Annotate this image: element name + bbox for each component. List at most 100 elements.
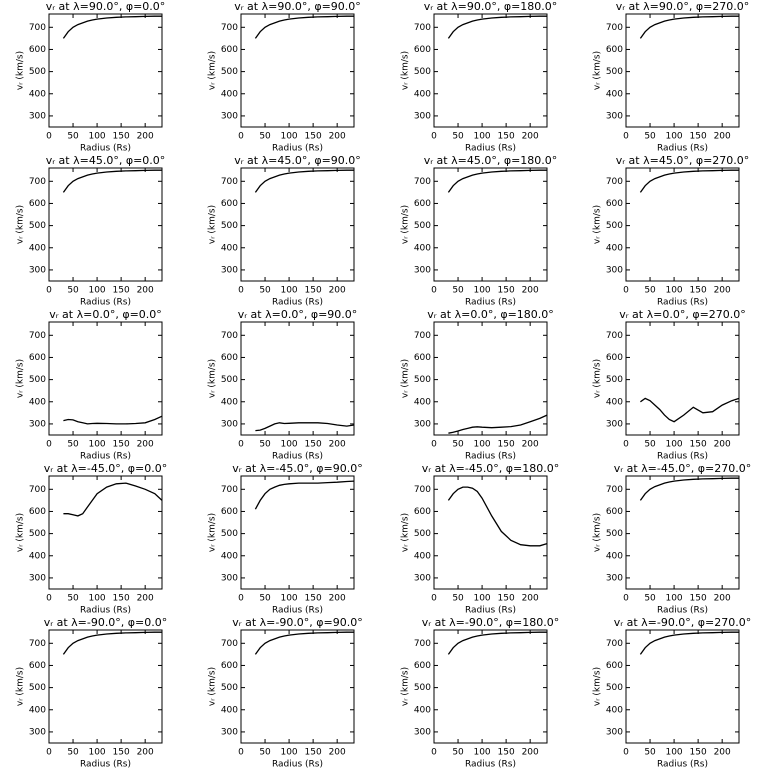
x-tick-label: 200 <box>522 748 539 758</box>
y-axis-label: vᵣ (km/s) <box>208 205 218 244</box>
data-line <box>62 169 162 193</box>
plot-frame <box>240 321 355 436</box>
x-axis-label: Radius (Rs) <box>657 606 708 616</box>
y-tick-label: 300 <box>606 265 623 275</box>
x-tick-label: 150 <box>305 748 322 758</box>
plot-frame <box>625 321 740 436</box>
y-tick-label: 600 <box>29 45 46 55</box>
chart-title: vᵣ at λ=45.0°, φ=90.0° <box>234 154 361 167</box>
x-tick-label: 200 <box>714 748 731 758</box>
x-tick-label: 50 <box>259 440 271 450</box>
x-tick-label: 0 <box>238 440 244 450</box>
x-tick-label: 200 <box>137 748 154 758</box>
y-tick-label: 600 <box>606 353 623 363</box>
y-tick-label: 300 <box>221 727 238 737</box>
y-tick-label: 500 <box>29 683 46 693</box>
y-tick-label: 500 <box>221 375 238 385</box>
plot-frame <box>625 475 740 590</box>
y-tick-label: 700 <box>29 23 46 33</box>
chart-title: vᵣ at λ=0.0°, φ=0.0° <box>49 308 162 321</box>
x-tick-label: 200 <box>522 286 539 296</box>
y-tick-label: 700 <box>606 331 623 341</box>
y-tick-label: 500 <box>606 67 623 77</box>
x-tick-label: 50 <box>644 594 656 604</box>
x-tick-label: 150 <box>305 132 322 142</box>
plot-frame <box>433 13 548 128</box>
data-line <box>640 397 740 423</box>
plot-frame <box>625 629 740 744</box>
y-tick-label: 600 <box>29 507 46 517</box>
x-tick-label: 0 <box>431 286 437 296</box>
plot-frame <box>48 167 163 282</box>
y-tick-label: 700 <box>29 639 46 649</box>
x-tick-label: 200 <box>329 132 346 142</box>
y-axis-label: vᵣ (km/s) <box>593 513 603 552</box>
x-axis-label: Radius (Rs) <box>80 452 131 462</box>
y-tick-label: 600 <box>414 507 431 517</box>
x-tick-label: 0 <box>238 132 244 142</box>
x-tick-label: 50 <box>452 286 464 296</box>
y-tick-label: 400 <box>221 397 238 407</box>
y-tick-label: 600 <box>606 199 623 209</box>
y-axis-label: vᵣ (km/s) <box>401 205 411 244</box>
y-tick-label: 300 <box>606 111 623 121</box>
x-tick-label: 200 <box>714 132 731 142</box>
x-tick-label: 0 <box>46 748 52 758</box>
y-axis-label: vᵣ (km/s) <box>208 51 218 90</box>
plot-frame <box>48 475 163 590</box>
x-tick-label: 200 <box>714 286 731 296</box>
y-axis-label: vᵣ (km/s) <box>593 51 603 90</box>
y-tick-label: 600 <box>221 661 238 671</box>
y-tick-label: 300 <box>414 727 431 737</box>
y-tick-label: 300 <box>606 727 623 737</box>
y-tick-label: 700 <box>221 639 238 649</box>
y-axis-label: vᵣ (km/s) <box>208 513 218 552</box>
y-tick-label: 600 <box>29 199 46 209</box>
x-tick-label: 0 <box>623 440 629 450</box>
y-tick-label: 700 <box>414 485 431 495</box>
x-tick-label: 100 <box>88 440 105 450</box>
y-tick-label: 500 <box>606 683 623 693</box>
y-axis-label: vᵣ (km/s) <box>16 667 26 706</box>
plot-frame <box>433 167 548 282</box>
plot-frame <box>48 13 163 128</box>
x-axis-label: Radius (Rs) <box>272 606 323 616</box>
x-tick-label: 100 <box>665 132 682 142</box>
y-tick-label: 500 <box>29 67 46 77</box>
x-tick-label: 50 <box>644 748 656 758</box>
y-tick-label: 600 <box>606 661 623 671</box>
data-line <box>254 480 355 510</box>
chart-title: vᵣ at λ=45.0°, φ=270.0° <box>616 154 750 167</box>
y-axis-label: vᵣ (km/s) <box>16 513 26 552</box>
y-tick-label: 500 <box>221 683 238 693</box>
x-tick-label: 100 <box>280 286 297 296</box>
x-tick-label: 100 <box>473 132 490 142</box>
y-tick-label: 600 <box>221 45 238 55</box>
y-tick-label: 500 <box>29 529 46 539</box>
y-tick-label: 600 <box>221 507 238 517</box>
plot-frame <box>240 475 355 590</box>
x-tick-label: 150 <box>305 594 322 604</box>
y-tick-label: 700 <box>29 485 46 495</box>
x-tick-label: 100 <box>88 286 105 296</box>
x-tick-label: 150 <box>498 748 515 758</box>
y-tick-label: 400 <box>414 705 431 715</box>
y-axis-label: vᵣ (km/s) <box>16 205 26 244</box>
x-axis-label: Radius (Rs) <box>80 760 131 768</box>
data-line <box>447 169 547 193</box>
x-axis-label: Radius (Rs) <box>465 144 516 154</box>
x-tick-label: 50 <box>644 440 656 450</box>
y-tick-label: 700 <box>606 485 623 495</box>
x-axis-label: Radius (Rs) <box>80 298 131 308</box>
y-tick-label: 500 <box>221 221 238 231</box>
y-tick-label: 400 <box>221 551 238 561</box>
x-tick-label: 100 <box>473 594 490 604</box>
y-axis-label: vᵣ (km/s) <box>593 667 603 706</box>
x-tick-label: 200 <box>522 440 539 450</box>
x-tick-label: 0 <box>238 286 244 296</box>
y-tick-label: 300 <box>29 419 46 429</box>
y-tick-label: 700 <box>221 23 238 33</box>
data-line <box>447 486 548 547</box>
x-tick-label: 0 <box>623 748 629 758</box>
data-line <box>639 15 739 39</box>
